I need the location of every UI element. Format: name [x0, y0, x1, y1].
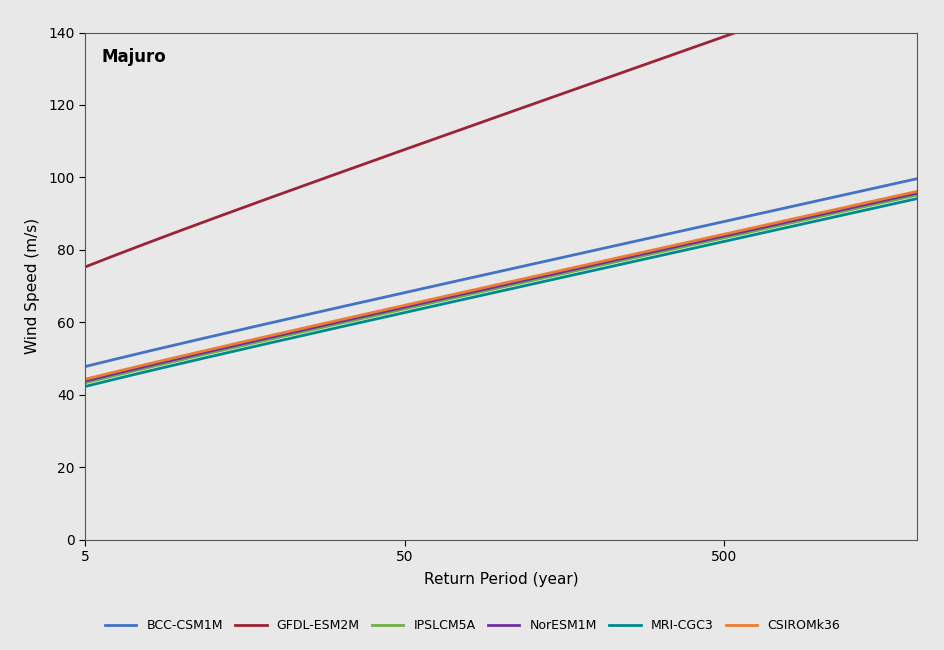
Text: Majuro: Majuro — [102, 47, 166, 66]
MRI-CGC3 — [760, 228, 771, 236]
CSIROMk36 — [574, 263, 585, 270]
GFDL-ESM2M — [479, 117, 490, 125]
MRI-CGC3 — [890, 200, 902, 207]
NorESM1M — [479, 285, 490, 293]
MRI-CGC3 — [79, 383, 91, 391]
BCC-CSM1M — [890, 179, 902, 187]
GFDL-ESM2M — [529, 99, 540, 107]
CSIROMk36 — [890, 192, 902, 200]
MRI-CGC3 — [474, 292, 485, 300]
IPSLCM5A — [479, 287, 490, 295]
IPSLCM5A — [760, 224, 771, 232]
IPSLCM5A — [890, 196, 902, 203]
NorESM1M — [529, 274, 540, 282]
CSIROMk36 — [479, 283, 490, 291]
IPSLCM5A — [910, 191, 921, 199]
NorESM1M — [474, 287, 485, 294]
GFDL-ESM2M — [574, 84, 585, 92]
NorESM1M — [574, 264, 585, 272]
BCC-CSM1M — [529, 259, 540, 267]
Line: GFDL-ESM2M: GFDL-ESM2M — [85, 0, 916, 267]
NorESM1M — [79, 377, 91, 385]
BCC-CSM1M — [760, 208, 771, 216]
CSIROMk36 — [910, 188, 921, 196]
BCC-CSM1M — [574, 250, 585, 257]
CSIROMk36 — [79, 375, 91, 383]
IPSLCM5A — [529, 276, 540, 284]
Line: CSIROMk36: CSIROMk36 — [85, 192, 916, 379]
Legend: BCC-CSM1M, GFDL-ESM2M, IPSLCM5A, NorESM1M, MRI-CGC3, CSIROMk36: BCC-CSM1M, GFDL-ESM2M, IPSLCM5A, NorESM1… — [100, 614, 844, 637]
NorESM1M — [910, 189, 921, 197]
Line: NorESM1M: NorESM1M — [85, 193, 916, 381]
MRI-CGC3 — [479, 291, 490, 298]
BCC-CSM1M — [474, 272, 485, 280]
MRI-CGC3 — [910, 195, 921, 203]
BCC-CSM1M — [910, 175, 921, 183]
NorESM1M — [890, 194, 902, 202]
IPSLCM5A — [474, 288, 485, 296]
CSIROMk36 — [760, 221, 771, 229]
MRI-CGC3 — [574, 270, 585, 278]
GFDL-ESM2M — [474, 119, 485, 127]
Y-axis label: Wind Speed (m/s): Wind Speed (m/s) — [25, 218, 40, 354]
Line: BCC-CSM1M: BCC-CSM1M — [85, 179, 916, 367]
CSIROMk36 — [529, 272, 540, 280]
Line: IPSLCM5A: IPSLCM5A — [85, 195, 916, 383]
Line: MRI-CGC3: MRI-CGC3 — [85, 199, 916, 387]
GFDL-ESM2M — [79, 263, 91, 271]
MRI-CGC3 — [529, 280, 540, 287]
NorESM1M — [760, 223, 771, 231]
CSIROMk36 — [474, 285, 485, 292]
GFDL-ESM2M — [760, 18, 771, 25]
IPSLCM5A — [574, 266, 585, 274]
BCC-CSM1M — [479, 271, 490, 279]
BCC-CSM1M — [79, 363, 91, 370]
IPSLCM5A — [79, 379, 91, 387]
X-axis label: Return Period (year): Return Period (year) — [423, 572, 578, 587]
